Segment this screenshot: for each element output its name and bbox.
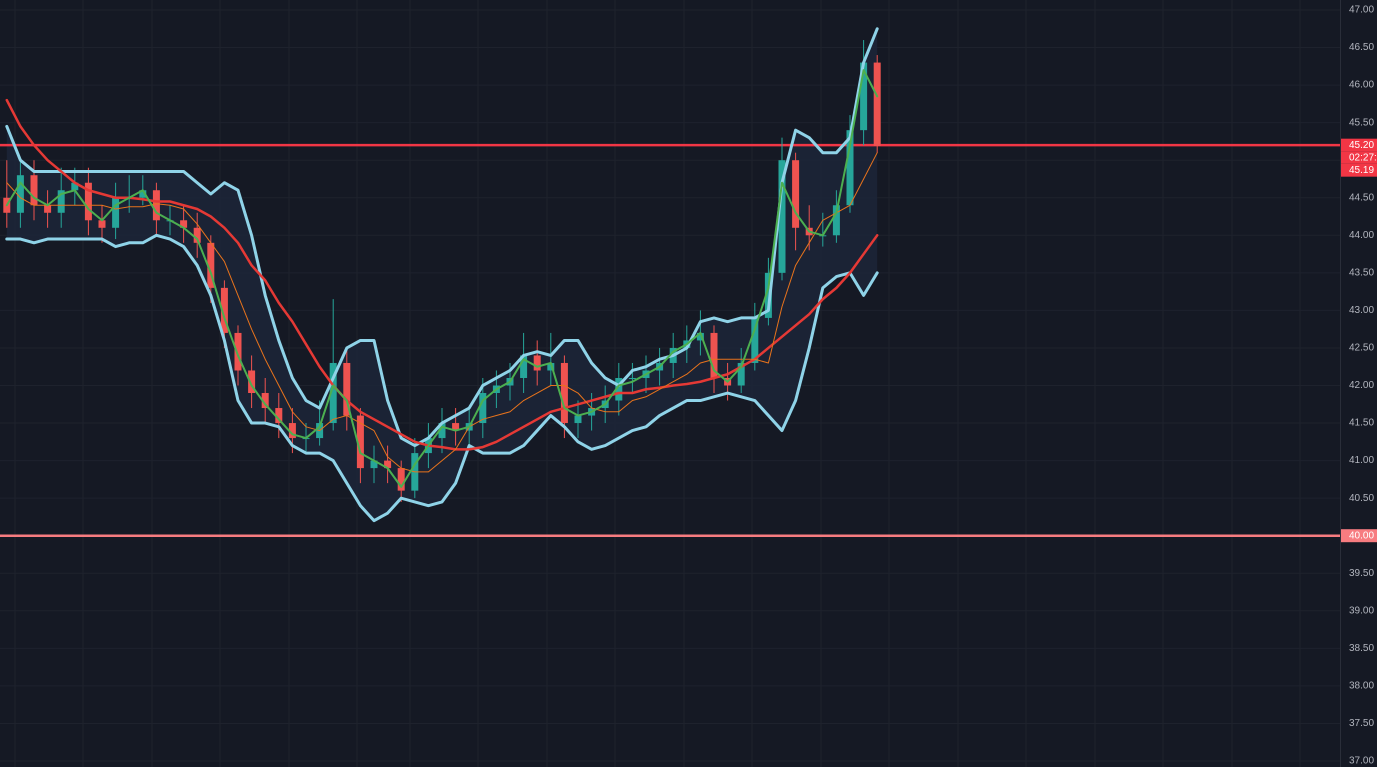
candle-body: [57, 190, 65, 213]
candle-body: [288, 423, 296, 439]
y-tick-label: 45.50: [1349, 117, 1374, 128]
y-tick-label: 39.00: [1349, 605, 1374, 616]
y-tick-label: 41.00: [1349, 455, 1374, 466]
candle-body: [16, 175, 24, 213]
candle-body: [751, 317, 759, 363]
candle-body: [737, 362, 745, 386]
candle-body: [397, 468, 405, 491]
candle-body: [615, 377, 623, 401]
y-tick-label: 44.00: [1349, 230, 1374, 241]
y-tick-label: 47.00: [1349, 5, 1374, 16]
candle-body: [764, 272, 772, 318]
y-tick-label: 38.00: [1349, 681, 1374, 692]
candle-body: [860, 62, 868, 131]
price-label-box: [1341, 138, 1377, 152]
countdown-box: [1341, 151, 1377, 164]
candle-body: [261, 393, 269, 409]
candle-body: [696, 332, 704, 341]
price-label-box: [1341, 529, 1377, 543]
y-tick-label: 41.50: [1349, 418, 1374, 429]
candle-body: [98, 220, 106, 228]
candle-body: [84, 182, 92, 221]
candle-body: [547, 362, 555, 371]
y-tick-label: 44.50: [1349, 192, 1374, 203]
price-label: 45.20: [1349, 140, 1374, 151]
y-tick-label: 38.50: [1349, 643, 1374, 654]
candle-body: [207, 242, 215, 288]
y-tick-label: 42.50: [1349, 343, 1374, 354]
band-upper: [5, 27, 879, 448]
candle-body: [520, 355, 528, 378]
candle-body: [248, 370, 256, 394]
candle-body: [574, 415, 582, 424]
candle-body: [71, 182, 79, 191]
y-tick-label: 40.50: [1349, 493, 1374, 504]
candle-body: [873, 62, 881, 146]
candle-body: [479, 393, 487, 424]
candle-body: [44, 205, 52, 213]
candle-body: [832, 205, 840, 236]
candle-body: [792, 160, 800, 228]
candle-body: [628, 377, 636, 379]
y-tick-label: 43.50: [1349, 267, 1374, 278]
candle-body: [329, 362, 337, 424]
candle-body: [180, 220, 188, 228]
candle-body: [30, 175, 38, 206]
candle-body: [438, 423, 446, 439]
candle-body: [452, 423, 460, 431]
candle-body: [275, 408, 283, 424]
candle-body: [560, 362, 568, 424]
candle-body: [193, 227, 201, 243]
candle-body: [112, 197, 120, 228]
candle-body: [356, 415, 364, 469]
y-tick-label: 37.00: [1349, 756, 1374, 767]
candle-body: [778, 160, 786, 273]
y-tick-label: 46.00: [1349, 80, 1374, 91]
y-tick-label: 46.50: [1349, 42, 1374, 53]
band-lower: [5, 233, 879, 523]
band-fill: [6, 28, 878, 521]
countdown: 02:27:: [1349, 152, 1377, 163]
candle-body: [152, 190, 160, 221]
candle-body: [533, 355, 541, 371]
candle-body: [234, 332, 242, 371]
candle-body: [343, 362, 351, 416]
y-tick-label: 42.00: [1349, 380, 1374, 391]
candle-body: [384, 460, 392, 469]
candle-body: [220, 287, 228, 333]
y-tick-label: 43.00: [1349, 305, 1374, 316]
moving-average: [5, 98, 879, 451]
candle-body: [370, 460, 378, 469]
last-price-box: [1341, 163, 1377, 177]
y-tick-label: 39.50: [1349, 568, 1374, 579]
price-label: 40.00: [1349, 530, 1374, 541]
candle-body: [710, 332, 718, 378]
last-price: 45.19: [1349, 165, 1374, 176]
candle-body: [139, 190, 147, 198]
candle-body: [846, 130, 854, 206]
moving-average: [5, 69, 879, 488]
y-tick-label: 37.50: [1349, 718, 1374, 729]
